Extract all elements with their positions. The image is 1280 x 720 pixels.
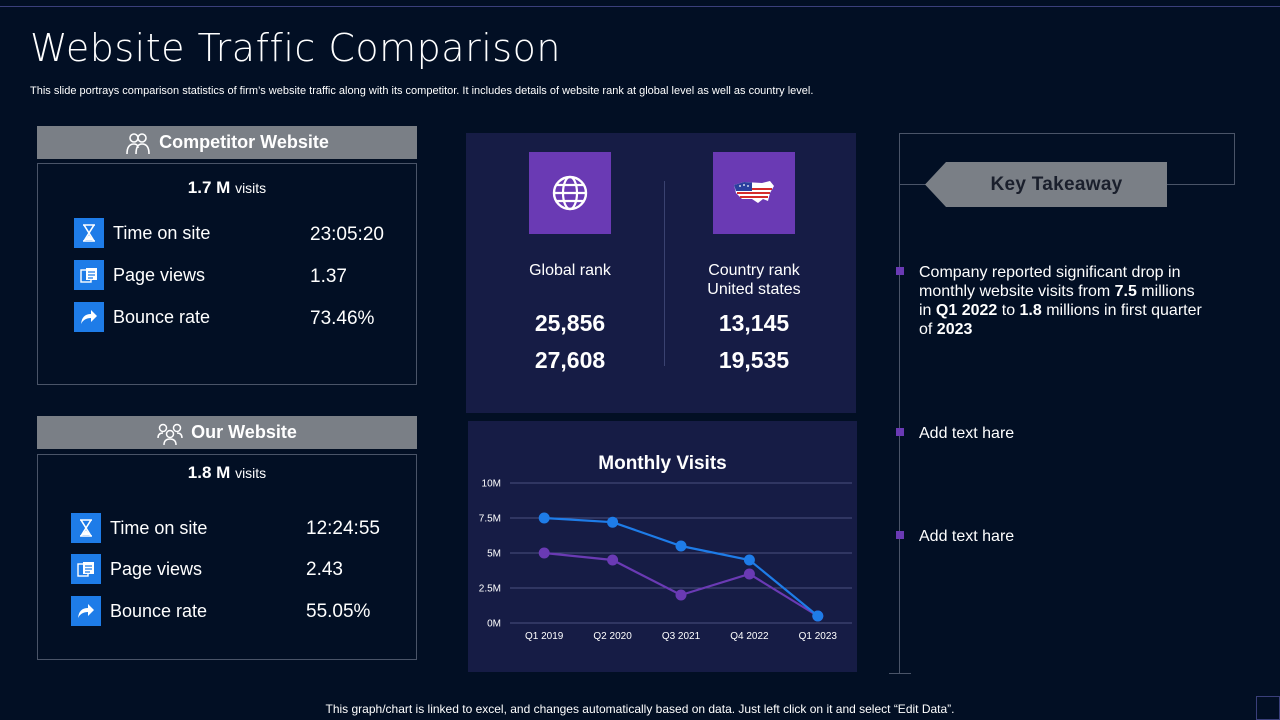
our-visits-value: 1.8 M xyxy=(187,463,231,482)
our-card: 1.8 M visits Time on site 12:24:55 Page … xyxy=(37,454,417,660)
competitor-visits-unit: visits xyxy=(235,180,267,196)
country-rank-label-line1: Country rank xyxy=(708,262,800,279)
takeaway-bullet-2-marker xyxy=(896,428,904,436)
our-pageviews-label: Page views xyxy=(110,558,203,579)
globe-icon xyxy=(529,152,611,234)
our-header-label: Our Website xyxy=(191,422,297,442)
chart-x-tick-label: Q2 2020 xyxy=(593,631,632,642)
global-rank-value-1: 25,856 xyxy=(534,310,606,336)
competitor-bounce-row: Bounce rate xyxy=(74,302,210,332)
rank-panel: Global rank Country rank United states 2… xyxy=(466,133,856,413)
bullet1-bold-2: Q1 2022 xyxy=(935,302,998,319)
competitor-pageviews-label: Page views xyxy=(113,264,206,285)
team-icon xyxy=(157,423,183,445)
country-rank-value-2: 19,535 xyxy=(718,347,790,373)
our-time-label: Time on site xyxy=(110,517,208,538)
our-visits-unit: visits xyxy=(235,465,267,481)
bullet1-bold-1: 7.5 xyxy=(1114,283,1137,300)
us-flag-map-icon xyxy=(713,152,795,234)
top-divider xyxy=(0,6,1280,7)
pages-icon xyxy=(71,554,101,584)
takeaway-bullet-1-marker xyxy=(896,267,904,275)
our-time-value: 12:24:55 xyxy=(306,518,380,539)
share-arrow-icon xyxy=(71,596,101,626)
hourglass-icon xyxy=(71,513,101,543)
takeaway-bullet-2: Add text hare xyxy=(919,425,1015,442)
chart-panel: 0M 2.5M 5M 7.5M 10M Q1 2019 Q2 2020 Q3 2021 Q4 2… xyxy=(468,421,857,672)
hourglass-icon xyxy=(74,218,104,248)
page-title: Website Traffic Comparison xyxy=(30,26,561,70)
takeaway-bullet-3: Add text hare xyxy=(919,528,1015,545)
page-footer: This graph/chart is linked to excel, and… xyxy=(325,702,955,716)
our-bounce-value: 55.05% xyxy=(306,601,371,622)
takeaway-vertical-line xyxy=(899,133,900,673)
people-icon xyxy=(126,132,150,154)
bullet1-text-2: millions in xyxy=(919,283,1195,319)
our-pageviews-row: Page views xyxy=(71,554,202,584)
takeaway-banner xyxy=(925,162,1167,207)
competitor-time-label: Time on site xyxy=(113,222,211,243)
chart-data-point xyxy=(743,568,755,580)
chart-data-point xyxy=(812,610,824,622)
pages-icon xyxy=(74,260,104,290)
country-rank-label: Country rank United states xyxy=(659,261,849,299)
chart-x-tick-label: Q3 2021 xyxy=(662,631,701,642)
country-rank-label-line2: United states xyxy=(707,281,801,298)
takeaway-bullet-1: Company reported significant drop in mon… xyxy=(919,263,1209,339)
our-bounce-label: Bounce rate xyxy=(110,600,208,621)
competitor-time-value: 23:05:20 xyxy=(310,224,384,245)
corner-box xyxy=(1256,696,1280,720)
share-arrow-icon xyxy=(74,302,104,332)
chart-data-point xyxy=(607,554,619,566)
competitor-visits-value: 1.7 M xyxy=(187,178,231,197)
page-subtitle: This slide portrays comparison statistic… xyxy=(30,85,814,97)
chart-title: Monthly Visits xyxy=(598,453,727,474)
chart-data-point xyxy=(607,516,619,528)
competitor-card: 1.7 M visits Time on site 23:05:20 Page … xyxy=(37,163,417,385)
competitor-header: Competitor Website xyxy=(37,126,417,159)
bullet1-text-4: millions in first quarter of xyxy=(919,302,1202,338)
global-rank-value-2: 27,608 xyxy=(534,347,606,373)
chart-y-tick-label: 2.5M xyxy=(479,584,501,595)
chart-x-tick-label: Q4 2022 xyxy=(730,631,769,642)
our-header: Our Website xyxy=(37,416,417,449)
takeaway-foot-line xyxy=(889,673,911,674)
our-bounce-row: Bounce rate xyxy=(71,596,207,626)
chart-y-tick-label: 10M xyxy=(482,479,501,490)
chart-data-point xyxy=(675,540,687,552)
competitor-time-row: Time on site xyxy=(74,218,210,248)
competitor-visits: 1.7 M visits xyxy=(38,178,416,198)
chart-data-point xyxy=(538,547,550,559)
monthly-visits-chart: 0M 2.5M 5M 7.5M 10M Q1 2019 Q2 2020 Q3 2021 Q4 2… xyxy=(479,479,852,642)
chart-y-tick-label: 7.5M xyxy=(479,514,501,525)
bullet1-bold-4: 2023 xyxy=(936,321,973,338)
competitor-bounce-label: Bounce rate xyxy=(113,306,211,327)
bullet1-bold-3: 1.8 xyxy=(1019,302,1042,319)
chart-x-tick-label: Q1 2023 xyxy=(799,631,838,642)
chart-x-tick-label: Q1 2019 xyxy=(525,631,564,642)
competitor-header-label: Competitor Website xyxy=(159,132,329,152)
chart-data-point xyxy=(743,554,755,566)
chart-y-tick-label: 0M xyxy=(487,619,501,630)
competitor-pageviews-row: Page views xyxy=(74,260,205,290)
country-rank-value-1: 13,145 xyxy=(718,310,790,336)
rank-divider xyxy=(664,181,665,366)
competitor-pageviews-value: 1.37 xyxy=(310,266,347,287)
chart-data-point xyxy=(538,512,550,524)
our-time-row: Time on site xyxy=(71,513,207,543)
chart-series-line xyxy=(544,551,819,617)
chart-series-line xyxy=(544,516,819,617)
global-rank-label: Global rank xyxy=(529,262,611,279)
our-visits: 1.8 M visits xyxy=(38,463,416,483)
takeaway-bullet-3-marker xyxy=(896,531,904,539)
takeaway-title: Key Takeaway xyxy=(990,173,1123,195)
bullet1-text-3: to xyxy=(997,302,1020,319)
our-pageviews-value: 2.43 xyxy=(306,559,343,580)
bullet1-text-1: Company reported significant drop in mon… xyxy=(919,264,1181,300)
chart-data-point xyxy=(675,589,687,601)
competitor-bounce-value: 73.46% xyxy=(310,308,375,329)
chart-y-tick-label: 5M xyxy=(487,549,501,560)
